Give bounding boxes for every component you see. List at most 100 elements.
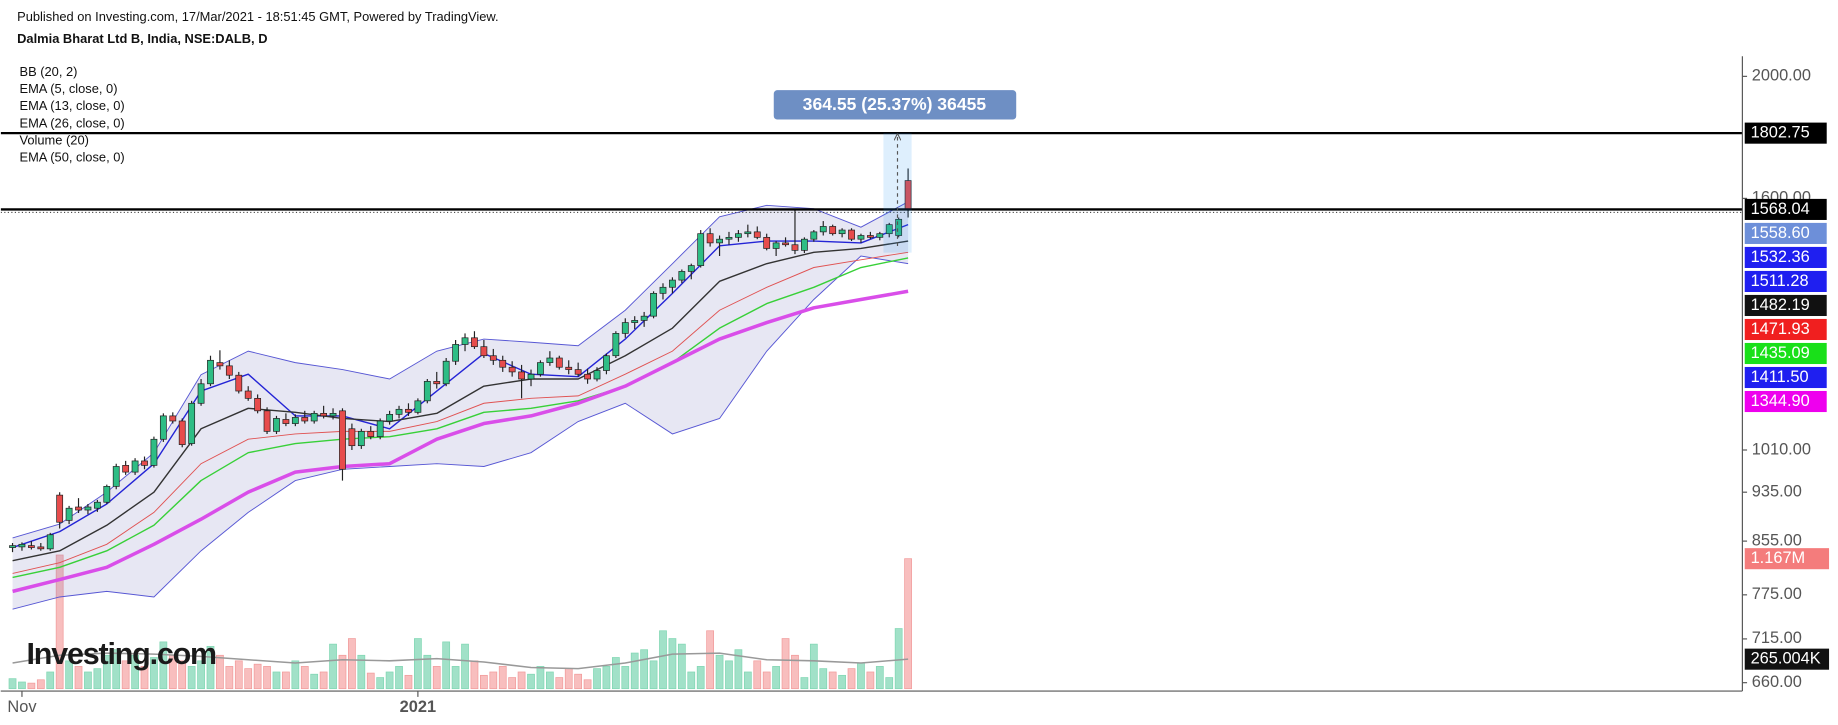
last-value-box — [1744, 246, 1827, 268]
legend-entry: Volume (20) — [19, 132, 88, 147]
volume-bar — [743, 671, 752, 690]
candle-body — [659, 286, 667, 294]
volume-bar — [338, 654, 347, 690]
volume-bar — [819, 668, 828, 690]
volume-bar — [385, 671, 394, 690]
volume-bar — [781, 638, 790, 690]
candle-body — [669, 279, 676, 288]
candle-body — [716, 238, 723, 244]
volume-bar — [357, 654, 366, 690]
last-value-label: 1344.90 — [1751, 392, 1810, 410]
last-value-label: 1511.28 — [1751, 272, 1809, 290]
last-value-label: 1435.09 — [1751, 344, 1810, 362]
candle-body — [527, 373, 535, 380]
volume-bar — [885, 677, 894, 690]
candle-body — [56, 494, 64, 523]
candle-body — [810, 231, 818, 240]
volume-bar — [630, 652, 639, 690]
candle-body — [273, 418, 280, 432]
candle-body — [433, 381, 441, 385]
candle-body — [414, 400, 422, 413]
volume-bar — [498, 666, 507, 690]
candle-body — [254, 398, 262, 412]
volume-bar — [659, 630, 667, 690]
candle-body — [650, 292, 657, 317]
volume-bar — [536, 666, 545, 690]
volume-bar — [809, 643, 818, 690]
y-tick-label: 775.00 — [1752, 585, 1802, 603]
volume-bar — [74, 666, 83, 690]
candle-body — [18, 543, 26, 548]
volume-bar — [234, 660, 243, 690]
volume-bar — [310, 673, 319, 690]
volume-bar — [263, 666, 271, 690]
candle-body — [301, 417, 309, 422]
candle-body — [791, 244, 799, 251]
candle-body — [631, 320, 639, 323]
volume-bar — [216, 654, 224, 690]
volume-bar — [649, 660, 658, 690]
candle-body — [367, 431, 375, 437]
candle-body — [357, 431, 365, 447]
candle-body — [621, 322, 629, 334]
candle-body — [235, 374, 243, 392]
volume-bar — [376, 677, 385, 690]
volume-bar — [272, 671, 281, 690]
volume-bar — [847, 668, 856, 690]
volume-bar — [621, 666, 630, 690]
candle-body — [876, 233, 884, 238]
last-value-label: 1532.36 — [1751, 248, 1810, 266]
volume-bar — [55, 554, 64, 690]
volume-bar — [706, 630, 714, 690]
candle-body — [442, 360, 450, 385]
volume-average — [12, 652, 909, 670]
candle-body — [339, 410, 346, 470]
volume-bar — [27, 682, 36, 690]
candle-body — [93, 501, 101, 509]
candle-body — [405, 408, 412, 413]
x-tick-label: 2021 — [400, 698, 436, 716]
candle-body — [640, 315, 648, 321]
volume-bar — [753, 660, 762, 690]
last-value-box — [1744, 366, 1827, 389]
candle-body — [866, 235, 874, 238]
candle-body — [225, 365, 233, 376]
legend-entry: EMA (50, close, 0) — [19, 150, 124, 165]
volume-bar — [574, 673, 583, 690]
candle-body — [697, 233, 705, 266]
volume-bar — [762, 671, 771, 690]
volume-label-box — [1744, 648, 1830, 670]
volume-bar — [131, 654, 139, 690]
price-label: 1568.04 — [1751, 200, 1810, 218]
y-tick-label: 935.00 — [1752, 483, 1802, 501]
volume-bar — [904, 558, 912, 690]
volume-bar — [329, 643, 337, 690]
volume-bar — [508, 677, 517, 690]
candle-body — [593, 370, 601, 380]
candle-body — [471, 337, 478, 348]
last-value-box — [1744, 222, 1827, 244]
candle-body — [819, 226, 827, 233]
candle-body — [461, 337, 469, 345]
ema-line — [12, 257, 909, 579]
candle-body — [395, 408, 403, 415]
legend-entry: EMA (5, close, 0) — [19, 81, 117, 96]
volume-bar — [451, 666, 460, 690]
volume-bar — [319, 671, 328, 690]
measure-range — [883, 133, 912, 253]
volume-bar — [480, 674, 488, 690]
volume-bar — [828, 671, 837, 690]
volume-bar — [668, 638, 677, 690]
bollinger-fill — [12, 201, 909, 610]
candle-body — [329, 412, 337, 417]
volume-bar — [46, 671, 55, 690]
volume-bar — [875, 666, 884, 690]
volume-bar — [696, 666, 705, 690]
candle-body — [263, 410, 271, 432]
volume-bar — [159, 641, 168, 690]
volume-bar — [432, 666, 441, 690]
candle-body — [885, 224, 893, 235]
y-tick-label: 660.00 — [1752, 673, 1802, 691]
candle-body — [584, 373, 591, 380]
volume-bar — [489, 671, 498, 690]
